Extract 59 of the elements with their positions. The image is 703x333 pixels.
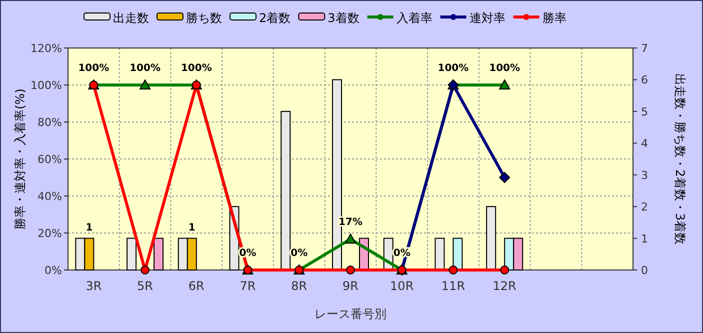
bar <box>75 238 86 270</box>
bar <box>154 238 164 270</box>
bar <box>434 238 445 270</box>
point <box>499 172 510 183</box>
y-tick-label: 40% <box>38 190 62 203</box>
bar <box>452 238 463 270</box>
data-label: 1 <box>188 222 196 234</box>
x-tick-label: 6R <box>188 279 204 293</box>
y-axis-title: 勝率・連対率・入着率(%) <box>13 88 27 230</box>
data-label: 0% <box>290 248 308 259</box>
point <box>500 266 510 274</box>
data-label: 100% <box>180 63 212 74</box>
legend-label: 入着率 <box>396 11 432 25</box>
x-tick-label: 5R <box>137 279 154 293</box>
x-tick-label: 10R <box>390 279 414 293</box>
y2-tick-label: 0 <box>641 264 648 277</box>
legend-label: 3着数 <box>328 11 360 25</box>
y2-tick-label: 7 <box>641 42 648 55</box>
bar <box>126 238 137 270</box>
y-tick-label: 100% <box>30 79 62 92</box>
point <box>140 266 150 274</box>
legend-label: 勝率 <box>542 11 566 25</box>
y-tick-label: 0% <box>44 264 62 277</box>
legend-label: 連対率 <box>469 11 506 25</box>
x-tick-label: 12R <box>492 279 516 293</box>
point <box>345 234 356 244</box>
y2-tick-label: 4 <box>641 137 648 150</box>
point <box>140 80 151 90</box>
point <box>346 266 355 274</box>
data-label: 1 <box>86 222 93 234</box>
data-label: 100% <box>438 63 469 74</box>
x-tick-label: 7R <box>240 279 256 293</box>
data-label: 100% <box>489 63 520 74</box>
y2-tick-label: 6 <box>641 74 648 87</box>
x-axis-title: レース番号別 <box>314 307 386 321</box>
x-tick-label: 9R <box>342 279 358 293</box>
legend-label: 勝ち数 <box>186 11 222 25</box>
data-label: 100% <box>78 63 110 74</box>
bar <box>513 238 524 270</box>
y2-tick-label: 2 <box>641 200 648 214</box>
y-tick-label: 20% <box>38 227 62 240</box>
bar <box>178 238 188 270</box>
y2-tick-label: 5 <box>641 105 648 118</box>
bar <box>280 110 291 270</box>
y2-tick-label: 3 <box>641 168 648 182</box>
y2-tick-label: 1 <box>641 232 648 246</box>
x-tick-label: 11R <box>441 279 466 293</box>
x-tick-label: 3R <box>86 279 102 293</box>
point <box>448 266 458 274</box>
data-label: 100% <box>130 63 160 74</box>
y2-axis-title: 出走数・勝ち数・2着数・3着数 <box>673 73 687 245</box>
point <box>499 80 510 90</box>
bar <box>486 206 496 270</box>
y-tick-label: 120% <box>30 42 62 55</box>
y-tick-label: 80% <box>38 116 62 129</box>
x-tick-label: 8R <box>291 279 308 293</box>
legend-label: 2着数 <box>259 11 291 25</box>
y-tick-label: 60% <box>38 153 62 166</box>
legend-label: 出走数 <box>113 11 149 25</box>
